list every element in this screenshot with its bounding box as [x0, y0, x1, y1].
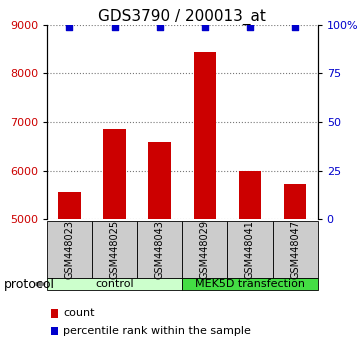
- Bar: [239, 171, 261, 219]
- Text: percentile rank within the sample: percentile rank within the sample: [63, 326, 251, 336]
- Text: count: count: [63, 308, 95, 318]
- Point: [157, 24, 162, 29]
- Bar: [148, 142, 171, 219]
- Point: [67, 24, 73, 29]
- Text: GSM448025: GSM448025: [110, 220, 119, 279]
- Point: [247, 24, 253, 29]
- Text: GSM448041: GSM448041: [245, 220, 255, 279]
- Text: MEK5D transfection: MEK5D transfection: [195, 279, 305, 289]
- Text: GSM448023: GSM448023: [65, 220, 74, 279]
- Bar: [103, 129, 126, 219]
- Text: protocol: protocol: [4, 278, 55, 291]
- Title: GDS3790 / 200013_at: GDS3790 / 200013_at: [98, 8, 266, 25]
- Bar: [193, 52, 216, 219]
- Point: [292, 24, 298, 29]
- Bar: [58, 192, 81, 219]
- Text: GSM448047: GSM448047: [290, 220, 300, 279]
- Bar: [284, 184, 306, 219]
- Text: control: control: [95, 279, 134, 289]
- Text: GSM448029: GSM448029: [200, 220, 210, 279]
- Text: GSM448043: GSM448043: [155, 220, 165, 279]
- Point: [112, 24, 118, 29]
- Point: [202, 24, 208, 29]
